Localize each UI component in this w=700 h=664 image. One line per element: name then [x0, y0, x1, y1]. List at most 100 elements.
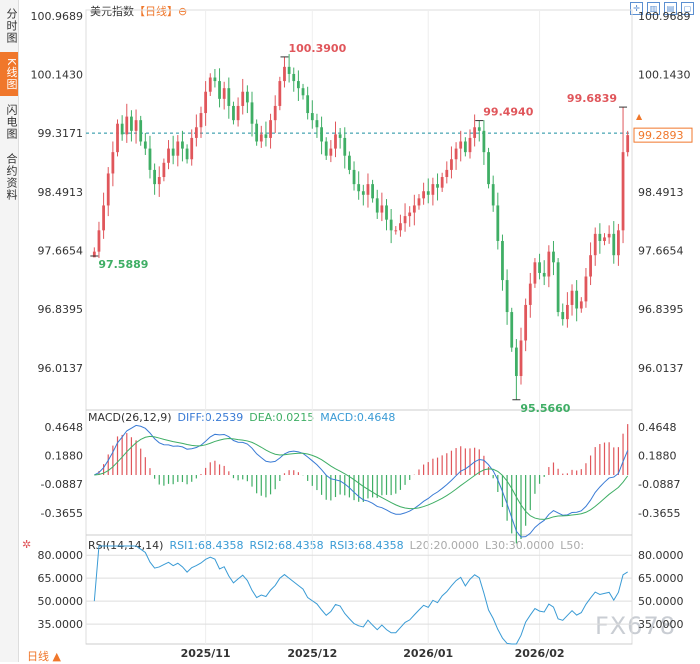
tab-intraday[interactable]: 分时图 — [5, 8, 18, 44]
candle-body — [310, 113, 314, 121]
expand-icon[interactable]: ✛ — [630, 2, 643, 15]
candle-body — [134, 120, 138, 131]
candle-body — [194, 127, 198, 138]
candle-body — [259, 134, 263, 142]
l50-value: L50: — [560, 539, 585, 552]
candle-body — [371, 184, 374, 199]
macd-value: MACD:0.4648 — [320, 411, 396, 424]
footer-period-tab[interactable]: 日线 ▲ — [27, 650, 61, 663]
rsi3-value: RSI3:68.4358 — [329, 539, 404, 552]
candle-body — [375, 198, 379, 213]
maximize-icon[interactable]: ▢ — [681, 2, 694, 15]
candle-body — [570, 290, 574, 305]
tab-contract-info[interactable]: 合约资料 — [5, 153, 18, 201]
annotation-label: 99.6839 — [567, 92, 617, 105]
candle-body — [463, 141, 467, 153]
candle-body — [514, 347, 518, 377]
candle-body — [450, 159, 453, 170]
rsi-tick-label-right: 50.0000 — [638, 595, 684, 608]
candle-body — [315, 120, 319, 128]
macd-header: MACD(26,12,9) DIFF:0.2539 DEA:0.0215 MACD:0… — [88, 411, 401, 424]
plot-frame — [85, 9, 633, 645]
instrument-name: 美元指数 — [90, 5, 134, 18]
rsi-tick-label-right: 35.0000 — [638, 618, 684, 631]
candle-body — [593, 233, 597, 256]
candle-body — [496, 205, 500, 241]
candle-body — [181, 141, 184, 149]
rsi-tick-label-left: 80.0000 — [38, 549, 84, 562]
macd-tick-label-left: 0.1880 — [45, 450, 84, 463]
tab-kline[interactable]: K线图 — [0, 52, 18, 96]
grid-lines — [85, 9, 633, 645]
candle-body — [426, 191, 430, 195]
candle-body — [296, 81, 300, 89]
candle-body — [241, 91, 245, 106]
candle-body — [334, 134, 337, 149]
candle-body — [320, 127, 323, 142]
annotation-label: 97.5889 — [98, 258, 148, 271]
last-price-arrow-icon: ▲ — [636, 112, 643, 121]
candle-body — [422, 191, 426, 199]
candle-body — [148, 148, 152, 170]
candle-body — [329, 148, 333, 156]
price-tick-label-left: 100.9689 — [31, 10, 84, 23]
candle-body — [399, 223, 402, 231]
candle-body — [431, 184, 435, 195]
chart-type-tabs: 分时图 K线图 闪电图 合约资料 — [0, 0, 19, 662]
candlesticks — [92, 54, 630, 400]
candle-body — [519, 340, 523, 377]
candle-body — [204, 91, 208, 114]
chart-title: 美元指数【日线】⊖ — [90, 3, 187, 19]
candle-body — [250, 102, 254, 124]
candle-body — [143, 141, 147, 149]
candle-body — [561, 312, 565, 320]
price-tick-label-right: 96.8395 — [638, 303, 684, 316]
rsi-tick-label-right: 65.0000 — [638, 572, 684, 585]
collapse-toggle-icon[interactable]: ⊖ — [178, 5, 188, 18]
price-tick-label-left: 96.8395 — [38, 303, 84, 316]
candle-body — [125, 116, 129, 135]
candle-body — [343, 137, 347, 156]
candle-body — [366, 184, 370, 195]
rsi-header-values: RSI(14,14,14) RSI1:68.4358 RSI2:68.4358 RSI… — [88, 539, 590, 552]
candle-body — [269, 120, 272, 138]
candle-body — [417, 198, 421, 206]
rsi-panel: 80.0000 80.0000 65.0000 65.0000 50.0000 50.00… — [38, 545, 684, 645]
rsi-tick-label-left: 65.0000 — [38, 572, 84, 585]
candle-body — [584, 276, 588, 302]
candle-body — [510, 312, 514, 348]
candle-body — [213, 77, 217, 82]
macd-tick-label-right: -0.0887 — [638, 478, 680, 491]
rsi2-value: RSI2:68.4358 — [249, 539, 324, 552]
candle-body — [412, 205, 416, 213]
rsi-header: ✲ — [22, 538, 37, 551]
bar-chart-icon[interactable]: ▥ — [647, 2, 660, 15]
candle-body — [120, 123, 124, 135]
candle-body — [236, 105, 240, 121]
candle-body — [394, 230, 398, 232]
candle-body — [528, 283, 532, 305]
toolbar: ✛ ▥ ▤ ▢ — [630, 2, 694, 15]
period-label[interactable]: 【日线】 — [134, 5, 178, 18]
chart-type-icon[interactable]: ▤ — [664, 2, 677, 15]
price-tick-label-right: 98.4913 — [638, 186, 684, 199]
candle-body — [598, 233, 602, 241]
candle-body — [477, 127, 481, 131]
candle-body — [139, 120, 143, 142]
candle-body — [459, 141, 463, 149]
candle-body — [357, 184, 361, 192]
macd-tick-label-left: -0.0887 — [41, 478, 83, 491]
candle-body — [612, 233, 616, 256]
price-tick-label-right: 97.6654 — [638, 245, 684, 258]
l30-value: L30:30.0000 — [484, 539, 555, 552]
x-tick-label: 2025/11 — [181, 647, 231, 660]
candle-body — [218, 81, 221, 99]
price-annotations: 100.3900 99.4940 99.6839 97.5889 95.5660 — [90, 42, 628, 415]
settings-gear-icon[interactable]: ✲ — [22, 538, 32, 551]
candle-body — [301, 88, 305, 96]
candle-body — [232, 105, 235, 121]
tab-flash[interactable]: 闪电图 — [5, 104, 18, 140]
candle-body — [338, 134, 342, 138]
candle-body — [176, 141, 180, 156]
